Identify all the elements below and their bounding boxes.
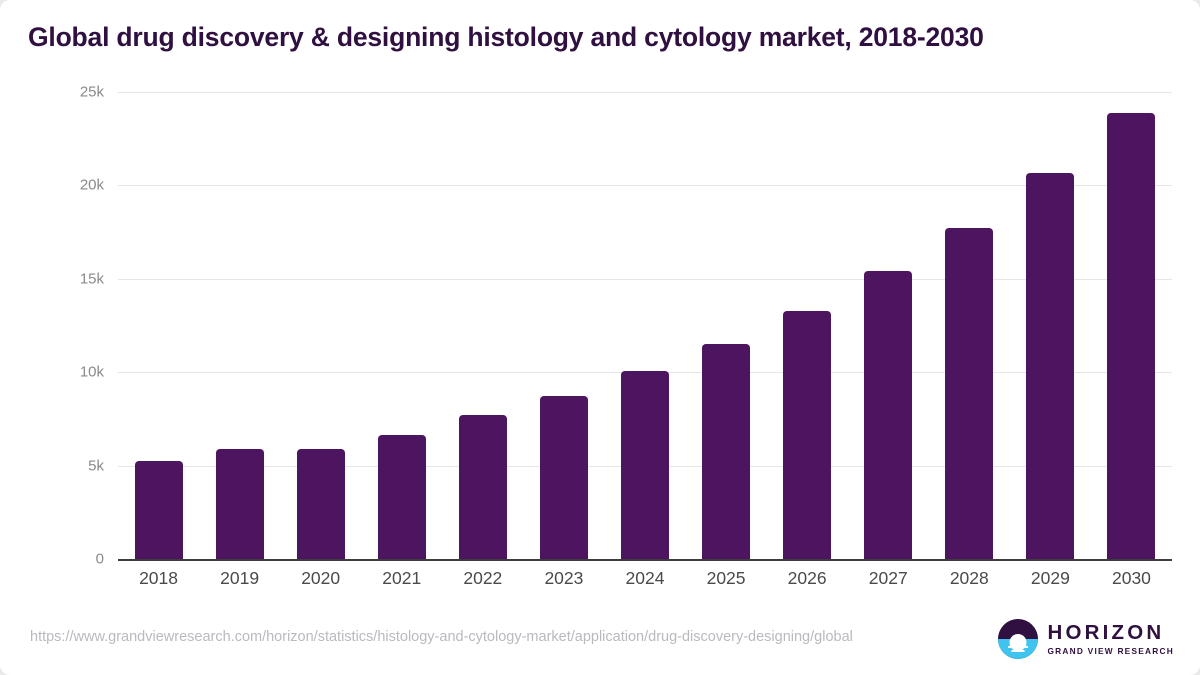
- plot-area: [118, 88, 1172, 560]
- bar[interactable]: [783, 310, 832, 559]
- gridline: [118, 278, 1172, 280]
- x-tick-label: 2027: [868, 568, 908, 588]
- source-url[interactable]: https://www.grandviewresearch.com/horizo…: [30, 629, 853, 645]
- gridline: [118, 185, 1172, 187]
- y-tick-label: 15k: [79, 270, 104, 288]
- horizon-logo-mark-icon: [998, 619, 1039, 659]
- logo-mark-sun-icon: [1009, 634, 1027, 652]
- bar[interactable]: [134, 460, 183, 559]
- x-tick-label: 2029: [1030, 568, 1070, 588]
- x-tick-label: 2026: [787, 568, 827, 588]
- bar[interactable]: [621, 371, 669, 559]
- x-tick-label: 2024: [625, 568, 665, 588]
- x-tick-label: 2021: [382, 568, 422, 588]
- logo-text: HORIZON GRAND VIEW RESEARCH: [1047, 620, 1174, 657]
- y-tick-label: 5k: [88, 457, 104, 475]
- bar[interactable]: [945, 227, 994, 559]
- bar[interactable]: [458, 414, 507, 559]
- x-axis-line: [118, 559, 1172, 561]
- gridline: [118, 92, 1172, 93]
- bar[interactable]: [296, 448, 345, 559]
- chart-title: Global drug discovery & designing histol…: [28, 22, 984, 52]
- x-tick-label: 2025: [706, 568, 746, 588]
- logo-tagline: GRAND VIEW RESEARCH: [1047, 646, 1174, 657]
- bar[interactable]: [215, 448, 264, 559]
- bar[interactable]: [377, 434, 426, 559]
- x-tick-label: 2028: [949, 568, 989, 588]
- logo-mark-ray-lower: [1011, 650, 1025, 652]
- y-tick-label: 20k: [79, 176, 104, 194]
- x-tick-label: 2022: [463, 568, 503, 588]
- horizon-logo: HORIZON GRAND VIEW RESEARCH: [998, 618, 1174, 660]
- x-tick-label: 2023: [544, 568, 584, 588]
- y-tick-label: 0: [95, 550, 104, 568]
- bar[interactable]: [864, 270, 913, 559]
- logo-mark-ray-upper: [1008, 646, 1029, 648]
- x-tick-label: 2020: [301, 568, 341, 588]
- x-tick-label: 2019: [220, 568, 260, 588]
- y-tick-label: 25k: [79, 83, 104, 101]
- bar[interactable]: [539, 395, 588, 559]
- x-tick-label: 2018: [139, 568, 178, 588]
- bar[interactable]: [1026, 173, 1075, 559]
- bar[interactable]: [702, 343, 751, 559]
- bar[interactable]: [1107, 112, 1156, 559]
- y-tick-label: 10k: [79, 363, 104, 381]
- x-tick-label: 2030: [1111, 568, 1151, 588]
- logo-name: HORIZON: [1047, 620, 1165, 644]
